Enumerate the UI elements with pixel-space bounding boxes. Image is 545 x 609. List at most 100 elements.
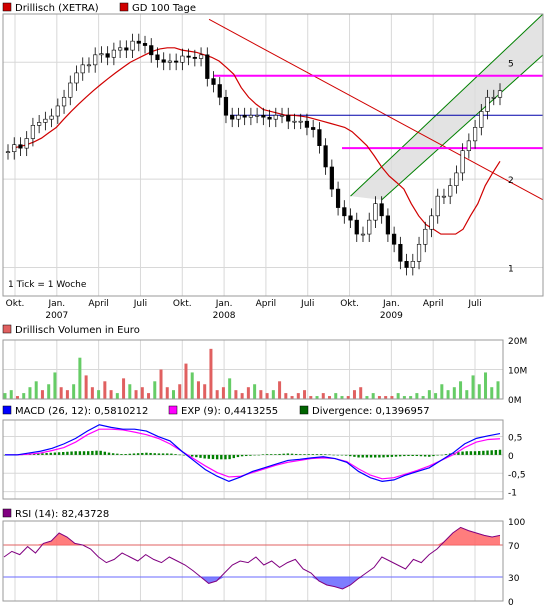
candle-body bbox=[30, 125, 36, 139]
volume-bar bbox=[234, 390, 238, 399]
candle-body bbox=[248, 114, 253, 118]
divergence-bar bbox=[498, 449, 502, 455]
x-tick-label: Juli bbox=[133, 299, 147, 309]
divergence-bar bbox=[128, 453, 131, 455]
volume-bar bbox=[390, 396, 394, 399]
divergence-bar bbox=[66, 451, 69, 455]
rsi-frame bbox=[2, 520, 504, 602]
y-tick-label: 5 bbox=[508, 59, 514, 69]
y-tick-label: 100 bbox=[508, 518, 525, 528]
candle-body bbox=[342, 207, 347, 217]
divergence-bar bbox=[99, 450, 102, 455]
y-tick-label: 0 bbox=[508, 452, 514, 462]
candle-body bbox=[37, 122, 42, 126]
candle-body bbox=[423, 228, 428, 245]
divergence-bar bbox=[332, 454, 335, 456]
x-tick-label: Jan. bbox=[47, 299, 65, 309]
trend-channel-lower bbox=[381, 54, 544, 201]
rsi-panel: RSI (14): 82,43728 100 70 30 0 bbox=[2, 508, 525, 608]
legend-label-rsi: RSI (14): 82,43728 bbox=[15, 509, 109, 520]
divergence-bar bbox=[407, 454, 410, 457]
volume-bar bbox=[490, 387, 494, 399]
divergence-bar bbox=[349, 454, 352, 457]
divergence-bar bbox=[220, 454, 223, 460]
divergence-bar bbox=[207, 454, 211, 459]
divergence-bar bbox=[57, 452, 61, 455]
divergence-bar bbox=[315, 454, 319, 455]
volume-bar bbox=[402, 396, 406, 399]
volume-bar bbox=[321, 393, 325, 399]
volume-bar bbox=[328, 396, 332, 399]
candle-body bbox=[373, 203, 378, 221]
divergence-bar bbox=[203, 454, 206, 459]
candle-body bbox=[279, 114, 285, 117]
divergence-bar bbox=[224, 454, 227, 460]
candle-body bbox=[335, 188, 341, 208]
candle-body bbox=[491, 96, 496, 99]
volume-bar bbox=[34, 381, 38, 399]
candle-body bbox=[392, 233, 397, 245]
candle-body bbox=[323, 145, 328, 168]
volume-bar bbox=[28, 387, 32, 399]
divergence-bar bbox=[74, 451, 77, 455]
x-tick-year: 2008 bbox=[213, 311, 236, 321]
candle-body bbox=[105, 53, 110, 58]
candle-body bbox=[311, 127, 316, 130]
divergence-bar bbox=[257, 454, 260, 456]
volume-bar bbox=[259, 390, 263, 399]
y-tick-label: 1 bbox=[508, 265, 514, 275]
divergence-bar bbox=[195, 454, 198, 458]
divergence-bar bbox=[390, 454, 394, 457]
trend-line-down bbox=[208, 18, 544, 201]
volume-bar bbox=[122, 378, 126, 399]
divergence-bar bbox=[161, 453, 165, 455]
divergence-bar bbox=[261, 454, 265, 455]
volume-bar bbox=[477, 384, 481, 399]
rsi-line bbox=[3, 526, 501, 590]
divergence-bar bbox=[307, 454, 310, 455]
volume-bar bbox=[315, 396, 319, 399]
divergence-bar bbox=[49, 452, 52, 455]
candle-body bbox=[55, 105, 60, 117]
volume-bar bbox=[496, 381, 500, 399]
volume-bar bbox=[59, 387, 63, 399]
divergence-bar bbox=[374, 454, 377, 458]
candle-body bbox=[385, 215, 390, 235]
candle-body bbox=[93, 54, 98, 66]
divergence-bar bbox=[211, 454, 215, 460]
volume-bar bbox=[209, 348, 213, 399]
divergence-bar bbox=[62, 452, 65, 455]
divergence-bar bbox=[336, 454, 339, 456]
volume-bar bbox=[97, 390, 101, 399]
divergence-bar bbox=[240, 454, 244, 457]
x-tick-label: Okt. bbox=[6, 299, 25, 309]
candle-body bbox=[448, 185, 453, 197]
candle-body bbox=[155, 54, 160, 61]
volume-bar bbox=[184, 363, 188, 399]
volume-bar bbox=[421, 396, 425, 399]
volume-bar bbox=[190, 372, 194, 399]
divergence-bar bbox=[440, 454, 443, 456]
y-tick-label: 20M bbox=[508, 337, 527, 347]
volume-bar bbox=[377, 396, 381, 399]
candle-body bbox=[304, 120, 310, 128]
legend-label-macd: MACD (26, 12): 0,5810212 bbox=[15, 406, 148, 417]
volume-panel: Drillisch Volumen in Euro 20M 10M 0M bbox=[2, 324, 527, 406]
volume-bar bbox=[171, 390, 175, 399]
candle-body bbox=[198, 54, 204, 59]
volume-bar bbox=[459, 381, 463, 399]
volume-bar bbox=[65, 390, 69, 399]
volume-bar bbox=[47, 384, 51, 399]
price-frame bbox=[2, 13, 544, 297]
divergence-bar bbox=[482, 450, 485, 455]
volume-bar bbox=[296, 393, 300, 399]
candle-body bbox=[74, 72, 79, 84]
volume-bar bbox=[415, 393, 419, 399]
divergence-bar bbox=[494, 450, 498, 455]
volume-bar bbox=[265, 393, 269, 399]
candle-body bbox=[292, 120, 297, 123]
divergence-bar bbox=[461, 451, 464, 455]
divergence-bar bbox=[116, 453, 119, 455]
volume-bar bbox=[72, 384, 76, 399]
volume-bar bbox=[440, 384, 444, 399]
